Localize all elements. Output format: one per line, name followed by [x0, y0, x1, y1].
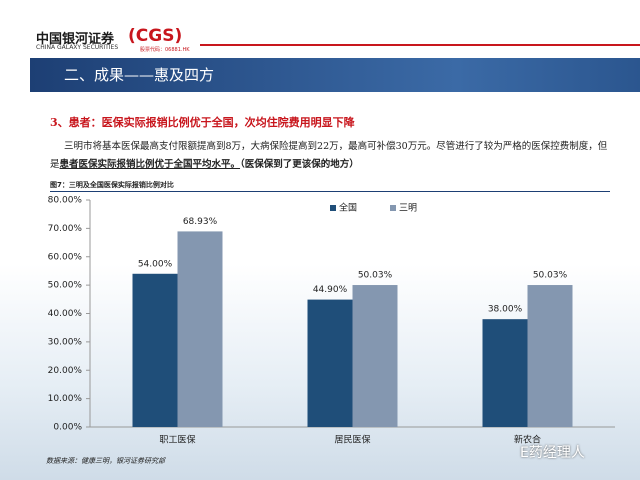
- y-tick-label: 10.00%: [48, 394, 83, 404]
- caption-rule: [50, 191, 610, 192]
- logo-subtext: CHINA GALAXY SECURITIES: [36, 44, 119, 51]
- paragraph-emphasis: 患者医保实际报销比例优于全国平均水平。: [59, 159, 241, 170]
- x-tick-label: 居民医保: [334, 434, 370, 446]
- y-tick-label: 0.00%: [53, 423, 82, 433]
- legend-swatch: [330, 205, 336, 211]
- heading: 3、患者：医保实际报销比例优于全国，次均住院费用明显下降: [50, 116, 355, 129]
- stock-code: 股票代码：06881.HK: [140, 47, 190, 53]
- bar: [482, 319, 528, 427]
- source: 数据来源：健康三明，银河证券研究部: [46, 457, 165, 465]
- y-tick-label: 60.00%: [48, 252, 83, 262]
- y-tick-label: 80.00%: [48, 196, 83, 206]
- bar: [352, 285, 398, 427]
- watermark: E药经理人: [520, 445, 585, 461]
- bar: [132, 273, 178, 427]
- y-tick-label: 20.00%: [48, 366, 83, 376]
- section-title: 二、成果——惠及四方: [30, 58, 640, 92]
- bar: [527, 285, 573, 427]
- y-tick-label: 70.00%: [48, 224, 83, 234]
- logo-text: 中国银河证券: [36, 32, 115, 47]
- bar: [307, 299, 353, 427]
- header-rule: [200, 44, 640, 46]
- value-label: 44.90%: [313, 285, 348, 295]
- x-tick-label: 新农合: [514, 434, 541, 446]
- legend-label: 全国: [339, 202, 357, 214]
- legend-label: 三明: [399, 203, 417, 214]
- value-label: 54.00%: [138, 259, 173, 269]
- paragraph: 三明市将基本医保最高支付限额提高到8万，大病保险提高到22万，最高可补偿30万元…: [50, 138, 610, 174]
- logo-brand: (CGS): [128, 26, 183, 46]
- paragraph-note: （医保保到了更该保的地方）: [240, 159, 359, 170]
- figure-caption: 图7：三明及全国医保实际报销比例对比: [50, 181, 174, 189]
- y-tick-label: 30.00%: [48, 337, 83, 347]
- y-tick-label: 50.00%: [48, 281, 83, 291]
- x-tick-label: 职工医保: [159, 434, 195, 446]
- legend-swatch: [390, 205, 396, 211]
- y-tick-label: 40.00%: [48, 309, 83, 319]
- value-label: 50.03%: [358, 271, 393, 281]
- value-label: 50.03%: [533, 271, 568, 281]
- value-label: 38.00%: [488, 305, 523, 315]
- value-label: 68.93%: [183, 217, 218, 227]
- paragraph-text: 三明市将基本医保最高支付限额提高到8万，大病保险提高到22万，最高可补偿30万元…: [50, 141, 608, 170]
- bar: [177, 231, 223, 427]
